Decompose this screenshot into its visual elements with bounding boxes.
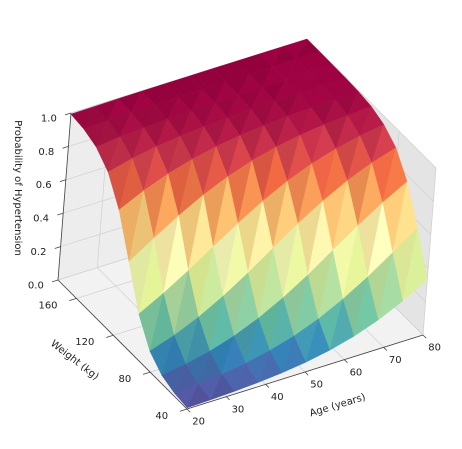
- x-tick: [383, 347, 388, 351]
- z-tick-label: 1.0: [41, 113, 57, 124]
- x-tick-label: 20: [192, 417, 205, 428]
- y-tick-label: 80: [119, 374, 132, 385]
- y-tick: [106, 334, 114, 338]
- x-axis-label: Age (years): [308, 392, 367, 419]
- z-tick: [59, 179, 66, 183]
- x-tick-label: 60: [350, 367, 363, 378]
- surface-facet: [186, 383, 212, 409]
- x-tick: [422, 334, 427, 339]
- y-tick: [142, 371, 151, 375]
- surface-facet: [305, 318, 330, 363]
- z-tick-label: 0.4: [33, 214, 49, 225]
- surface-facet: [377, 252, 403, 321]
- z-tick-label: 0.0: [28, 280, 44, 291]
- y-tick-label: 120: [75, 337, 94, 348]
- surface-mesh: [70, 38, 428, 409]
- surface-facet: [234, 362, 259, 392]
- y-tick-label: 40: [155, 411, 168, 422]
- z-tick: [51, 279, 59, 283]
- surface-facet: [329, 298, 355, 351]
- x-tick-label: 80: [428, 343, 441, 354]
- z-tick: [64, 112, 72, 116]
- y-axis-line: [57, 279, 188, 410]
- x-tick: [265, 384, 270, 388]
- z-tick-label: 0.2: [31, 247, 47, 258]
- x-tick: [226, 396, 230, 401]
- x-tick-label: 30: [232, 404, 245, 415]
- z-axis-line: [57, 112, 72, 281]
- y-tick: [179, 408, 188, 412]
- surface-facet: [257, 350, 283, 383]
- z-tick: [62, 146, 69, 149]
- z-tick: [57, 212, 64, 216]
- y-tick-label: 160: [38, 300, 57, 311]
- z-tick: [54, 246, 61, 249]
- z-tick-label: 0.6: [36, 180, 52, 191]
- z-tick-label: 0.8: [38, 147, 54, 158]
- surface-facet: [353, 276, 379, 337]
- x-tick-label: 50: [310, 380, 323, 391]
- x-tick: [344, 359, 348, 364]
- surface-facet: [210, 373, 235, 401]
- x-tick: [186, 408, 191, 413]
- tick-marks: 20 30 40 50 60 70 80 40 80 120 160 0.0 0.2 0.4 0.6 0.8 1…: [28, 112, 441, 428]
- x-tick: [304, 371, 309, 376]
- x-tick-label: 40: [271, 392, 284, 403]
- y-tick: [69, 298, 77, 302]
- x-tick-label: 70: [389, 355, 402, 366]
- surface-facet: [402, 228, 428, 302]
- surface-facet: [281, 335, 307, 374]
- z-axis-label: Probability of Hypertension: [12, 120, 23, 256]
